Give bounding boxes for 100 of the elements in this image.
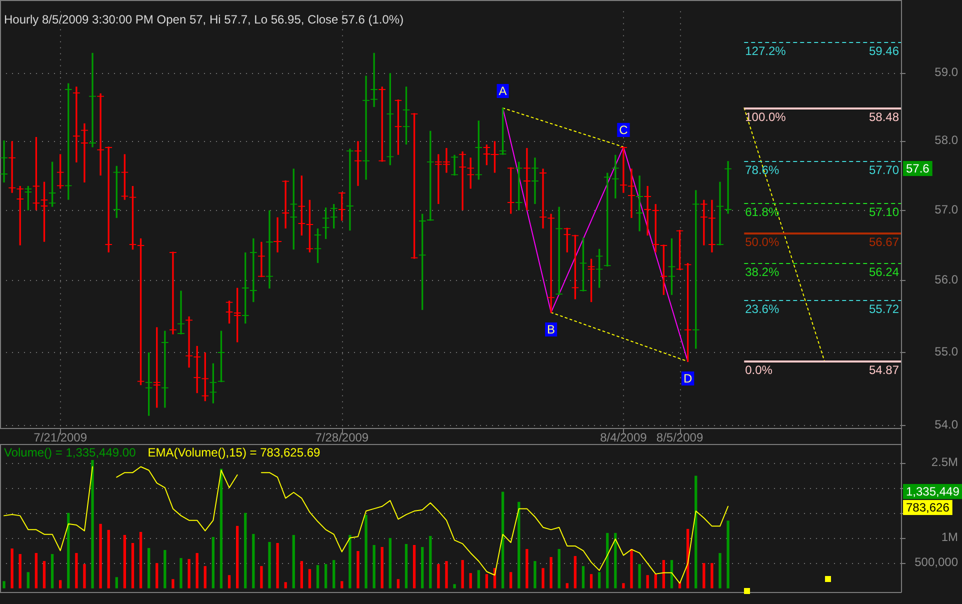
bar [75,553,78,588]
bar [574,556,577,588]
bar [26,572,30,588]
bar [380,547,384,588]
bar [147,548,150,588]
bar [654,574,657,588]
bar [638,564,641,588]
bar [534,561,536,588]
bar [252,534,255,588]
bar [123,534,126,588]
y-tick-label: 55.0 [934,344,958,358]
bar [445,561,448,588]
bar [501,492,504,588]
y-tick-label: 1M [941,530,958,544]
series-label: Volume() = 1,335,449.00 [4,445,136,460]
y-tick-label: 54.0 [934,417,958,432]
bar [204,566,206,588]
bar [461,560,464,588]
bar [156,563,158,588]
bar [131,542,134,588]
bar [99,524,102,588]
ref-line-label: 58.48 [868,110,900,124]
bar [582,566,585,588]
x-tick-label: 8/4/2009 [600,430,648,445]
bar [590,574,593,588]
bar [614,532,617,588]
annotation: 100.0% [745,110,786,124]
annotation: 38.2% [745,264,780,279]
bar [485,574,488,588]
bar [180,558,182,588]
bar [550,557,552,588]
annotation: 78.6% [745,162,780,177]
series-label: EMA(Volume(),15) = 783,625.69 [148,445,321,460]
bar [710,563,714,588]
bar [429,536,432,588]
bar [188,559,190,588]
ref-line-label: 59.46 [868,44,900,58]
data-label: C [619,122,628,137]
annotation: 50.0% [745,234,780,249]
ref-line-label: 56.24 [868,264,900,279]
annotation: 0.0% [745,362,773,377]
y-tick-label: 500,000 [914,555,958,570]
bar [469,573,472,588]
y-tick-label: 57.0 [934,202,958,216]
bar [606,532,609,588]
bar [42,561,46,588]
x-tick-label: 8/5/2009 [656,430,704,445]
bar [172,579,174,588]
bar [10,548,14,588]
bar [308,569,312,588]
bar [107,530,110,588]
bar [284,582,287,588]
bar [67,512,70,588]
y-tick-label: 59.0 [934,65,958,80]
text: 1,335,449 [906,484,960,498]
bar [18,554,22,588]
bar [388,538,392,588]
bar [236,526,239,588]
ref-line-label: 55.72 [868,302,900,316]
bar [316,565,320,588]
bar [260,566,263,588]
bar [718,553,722,588]
bar [372,544,376,588]
data-label: A [498,84,507,98]
bar [324,564,328,588]
bar [421,547,424,588]
bar [276,542,279,588]
bar [300,561,304,588]
bar [598,572,601,588]
bar [91,460,94,588]
bar [630,549,633,588]
bar [566,583,568,588]
bar [196,553,198,588]
bar [340,581,344,588]
bar [477,570,480,588]
bar [622,583,625,588]
x-tick-label: 7/28/2009 [315,430,369,445]
y-tick-label: 2.5M [931,454,958,469]
bar [268,542,271,588]
bar [702,563,706,588]
bar [348,534,352,588]
bar [437,564,440,588]
bar [356,551,360,588]
x-tick-label: 7/21/2009 [34,430,88,445]
annotation: 57.6 [906,161,930,176]
y-tick-label: 56.0 [934,272,958,287]
bar [518,502,520,588]
bar [212,536,215,588]
bar [662,560,666,588]
bar [364,514,368,588]
bar [453,584,456,588]
ref-line-label: 57.70 [868,162,900,177]
bar [83,564,86,588]
ref-line-label: 54.87 [868,362,900,377]
bar [558,549,560,588]
annotation: 61.8% [745,204,780,219]
bar [50,554,54,588]
data-label: D [683,371,692,386]
bar [694,476,698,588]
bar [526,549,528,588]
